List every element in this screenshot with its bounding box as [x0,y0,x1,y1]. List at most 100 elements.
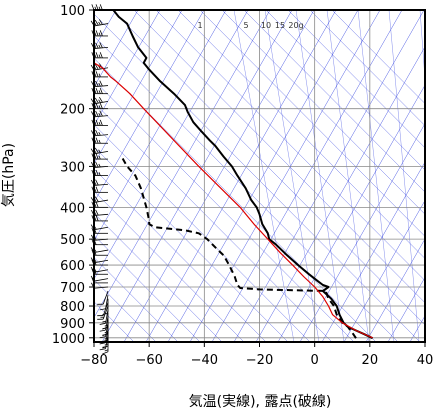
wind-barb-flag [95,52,99,59]
wind-barb-staff [102,302,109,316]
wind-barb-staff [102,290,109,305]
wind-barb-flag [102,346,107,348]
y-tick-label: 200 [60,103,85,118]
wind-barb-flag [98,131,101,136]
wind-barb-flag [98,149,101,153]
wind-barb-flag [94,172,97,176]
wind-barb-flag [95,215,99,222]
wind-barb-flag [99,80,103,87]
wind-barb-staff [94,226,109,231]
wind-barb-flag [95,201,99,208]
wind-barb [99,316,109,332]
wind-barb-flag [95,137,99,144]
y-axis-title: 気圧(hPa) [1,143,17,207]
wind-barb-flag [94,139,97,144]
mixing-ratio-label: 5 [243,21,248,30]
wind-barb-flag [94,73,97,78]
wind-barb-flag [94,217,97,222]
wind-barb-flag [94,261,97,266]
wind-barb-flag [99,308,106,311]
wind-barb-flag [94,147,99,154]
wind-barb-staff [94,151,109,155]
wind-barb-flag [95,87,99,94]
wind-barb-flag [94,196,99,202]
wind-barb-flag [99,348,106,351]
wind-barb-staff [94,134,109,137]
wind-barb-flag [94,122,97,126]
wind-barb-staff [94,46,109,49]
wind-barb-flag [99,30,103,37]
wind-barb-staff [105,316,109,331]
wind-barb-staff [94,165,109,169]
mixing-ratio-label: 20g [288,21,303,30]
x-tick-label: −60 [135,353,162,368]
wind-barb-flag [102,334,107,336]
wind-barb [97,302,109,317]
wind-barb-staff [94,238,109,241]
isotherm-line [94,10,249,280]
wind-barb [91,215,108,222]
wind-barb-staff [94,115,109,118]
wind-barb-flag [95,129,99,136]
parcel-profile [94,62,373,339]
wind-barb [102,337,109,355]
wind-barb-flag [94,54,97,59]
wind-barb-flag [94,251,97,256]
wind-barb-flag [99,110,103,117]
x-tick-label: −40 [191,353,218,368]
dry-adiabat-line [287,10,425,149]
mixing-ratio-label: 1 [197,21,202,30]
wind-barb-flag [95,30,99,37]
wind-barb-staff [105,322,109,337]
wind-barb-flag [95,169,99,176]
x-axis-title: 気温(実線), 露点(破線) [189,394,332,410]
x-tick-label: 0 [311,353,319,368]
dry-adiabat-line [331,10,425,104]
wind-barb-flag [99,87,103,94]
wind-barb [91,119,108,126]
y-tick-label: 100 [60,4,85,19]
wind-barb-flag [99,97,103,103]
wind-barb-flag [98,21,101,26]
x-tick-label: −20 [246,353,273,368]
wind-barb-flag [95,110,99,117]
wind-barb-staff [102,305,109,320]
y-tick-label: 800 [60,300,85,315]
wind-barb-flag [94,90,97,94]
dry-adiabat-line [265,10,425,171]
wind-barb-staff [94,278,109,282]
wind-barb-flag [94,97,99,104]
wind-barb [99,322,109,339]
wind-barb [91,87,108,95]
wind-barb-staff [94,23,109,27]
y-tick-label: 500 [60,233,85,248]
wind-barb-flag [98,112,101,117]
y-tick-label: 1000 [52,332,85,347]
x-tick-label: −80 [80,353,107,368]
wind-barb-flag [94,32,97,37]
dry-adiabat-line [155,10,425,281]
y-tick-label: 700 [60,281,85,296]
wind-barb [99,294,109,311]
wind-barb-flag [98,122,101,126]
wind-barb-staff [105,309,109,324]
wind-barb-flag [95,119,99,126]
isotherm-line [94,10,205,203]
wind-barb-flag [99,322,106,325]
wind-barb-staff [94,286,109,289]
wind-barb-flag [102,351,109,355]
wind-barb-flag [102,327,107,330]
wind-barb-flag [99,336,106,339]
wind-barb-flag [98,163,101,168]
wind-barb-flag [99,42,103,49]
wind-barb-staff [94,269,109,273]
wind-barb-flag [98,65,101,70]
dry-adiabat-line [221,10,425,215]
dry-adiabat-line [177,10,425,259]
wind-barb-flag [95,42,99,49]
wind-barb [97,290,109,305]
isotherm-line [94,10,139,88]
wind-barb-flag [94,229,97,234]
wind-barb-flag [98,44,101,49]
wind-barb-flag [99,102,103,109]
